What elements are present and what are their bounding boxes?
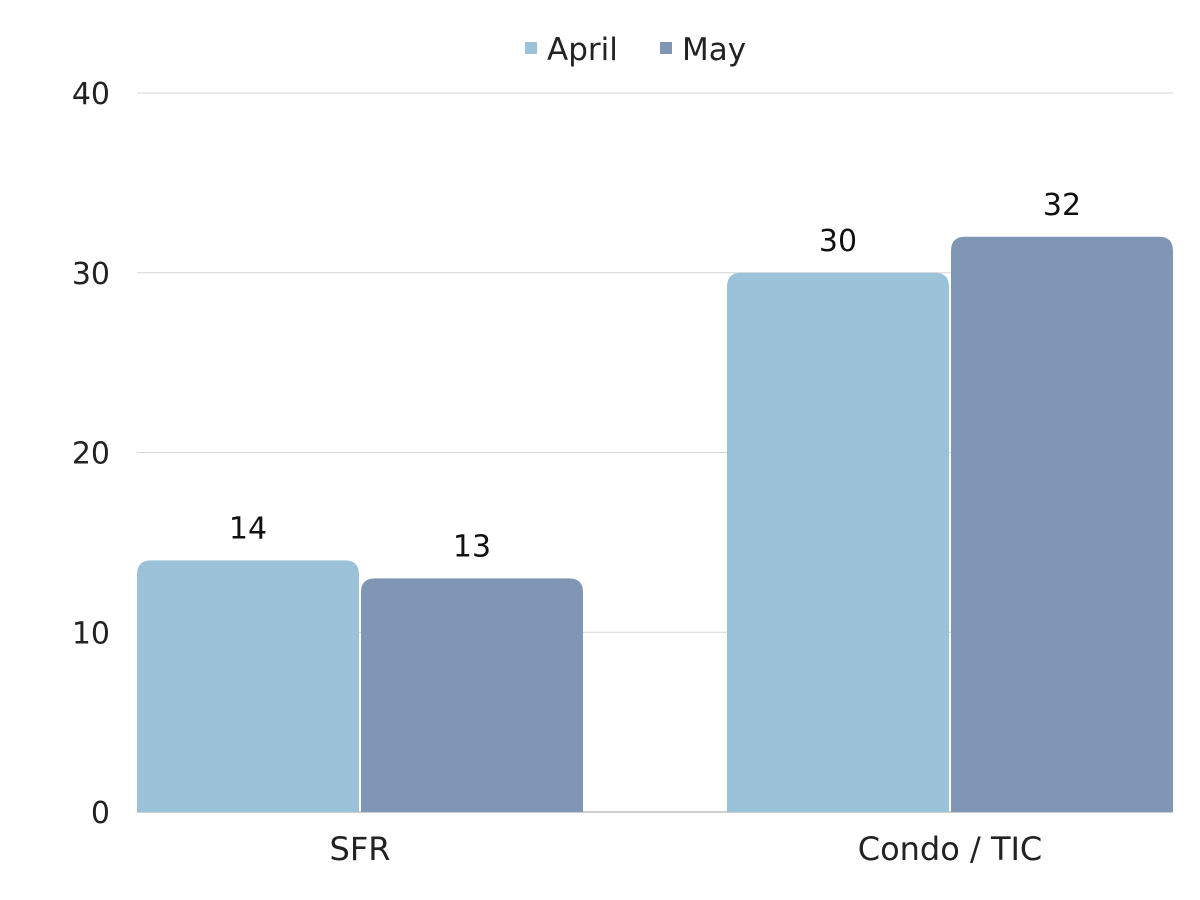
legend-swatch-april (525, 42, 537, 54)
data-label: 32 (1043, 188, 1081, 223)
y-tick-label: 10 (72, 616, 110, 651)
bar-april-0 (137, 560, 359, 812)
data-labels: 14 30 13 32 (229, 188, 1081, 565)
data-label: 13 (453, 529, 491, 564)
legend-label-may: May (682, 32, 746, 68)
y-tick-label: 0 (91, 796, 110, 831)
x-category-label: SFR (330, 830, 391, 868)
x-axis-categories: SFR Condo / TIC (330, 830, 1043, 868)
bar-may-0 (361, 578, 583, 812)
bar-may-1 (951, 236, 1173, 813)
data-label: 30 (819, 224, 857, 259)
x-category-label: Condo / TIC (858, 830, 1043, 868)
y-tick-label: 30 (72, 257, 110, 292)
y-tick-label: 20 (72, 437, 110, 472)
y-axis-ticks: 0 10 20 30 40 (72, 77, 110, 831)
bars (137, 236, 1173, 813)
y-tick-label: 40 (72, 77, 110, 112)
legend-label-april: April (547, 32, 618, 68)
bar-april-1 (727, 272, 949, 812)
legend: April May (525, 32, 746, 68)
legend-swatch-may (660, 42, 672, 54)
data-label: 14 (229, 511, 267, 546)
